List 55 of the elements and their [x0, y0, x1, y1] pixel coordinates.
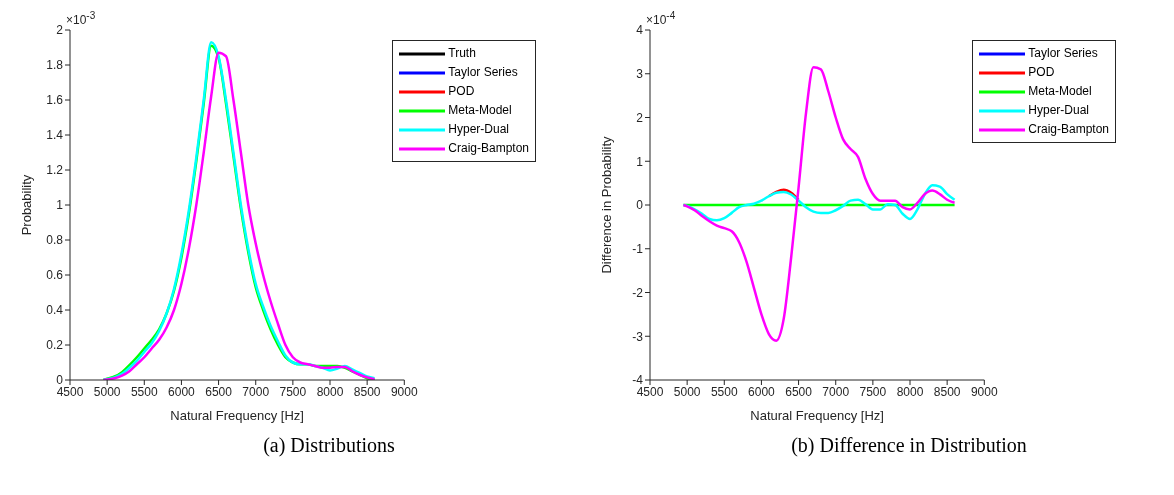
text: ×10$^{-4}$ — [646, 10, 676, 27]
text: (b) Difference in Distribution — [790, 434, 1028, 457]
legend-label: POD — [1028, 64, 1055, 81]
x-tick-label: 7500 — [279, 384, 307, 399]
x-tick-label: 8500 — [933, 384, 961, 399]
y-tick-label: 1.4 — [46, 128, 64, 143]
y-tick-label: 0.6 — [46, 268, 64, 283]
y-tick-label: 0 — [636, 198, 644, 213]
x-tick-label: 9000 — [390, 384, 418, 399]
text: (a) Distributions — [262, 434, 396, 457]
y-tick-label: 1 — [636, 154, 644, 169]
x-tick-label: 6000 — [748, 384, 776, 399]
y-tick-label: 0.8 — [46, 233, 64, 248]
legend-label: Hyper-Dual — [448, 121, 509, 138]
y-tick-label: 4 — [636, 23, 644, 38]
y-tick-label: 0.2 — [46, 338, 64, 353]
x-tick-label: 5000 — [673, 384, 701, 399]
x-tick-label: 7000 — [822, 384, 850, 399]
x-tick-label: 7000 — [242, 384, 270, 399]
y-tick-label: -1 — [632, 242, 644, 257]
y-tick-label: 1.8 — [46, 58, 64, 73]
y-tick-label: 1.6 — [46, 93, 64, 108]
legend-label: POD — [448, 83, 475, 100]
legend-label: Craig-Bampton — [1028, 121, 1109, 138]
legend-label: Meta-Model — [1028, 83, 1092, 100]
y-axis-title: Probability — [18, 174, 34, 236]
legend-label: Taylor Series — [1028, 45, 1098, 62]
x-tick-label: 5500 — [710, 384, 738, 399]
x-tick-label: 8500 — [353, 384, 381, 399]
legend-label: Meta-Model — [448, 102, 512, 119]
legend-label: Truth — [448, 45, 476, 62]
x-tick-label: 5000 — [93, 384, 121, 399]
legend-label: Taylor Series — [448, 64, 518, 81]
x-tick-label: 8000 — [896, 384, 924, 399]
y-tick-label: 2 — [636, 110, 644, 125]
x-tick-label: 6000 — [168, 384, 196, 399]
y-tick-label: 3 — [636, 67, 644, 82]
y-tick-label: 1.2 — [46, 163, 64, 178]
y-tick-label: 2 — [56, 23, 64, 38]
legend-label: Hyper-Dual — [1028, 102, 1089, 119]
y-tick-label: 1 — [56, 198, 64, 213]
x-tick-label: 6500 — [785, 384, 813, 399]
x-tick-label: 5500 — [130, 384, 158, 399]
y-tick-label: -3 — [632, 329, 644, 344]
y-axis-title: Difference in Probability — [598, 135, 614, 274]
legend-label: Craig-Bampton — [448, 140, 529, 157]
x-tick-label: 6500 — [205, 384, 233, 399]
x-tick-label: 9000 — [970, 384, 998, 399]
x-tick-label: 7500 — [859, 384, 887, 399]
text: ×10$^{-3}$ — [66, 10, 96, 27]
x-axis-title: Natural Frequency [Hz] — [170, 408, 304, 423]
x-tick-label: 8000 — [316, 384, 344, 399]
y-tick-label: 0.4 — [46, 303, 64, 318]
y-tick-label: -2 — [632, 285, 644, 300]
x-axis-title: Natural Frequency [Hz] — [750, 408, 884, 423]
